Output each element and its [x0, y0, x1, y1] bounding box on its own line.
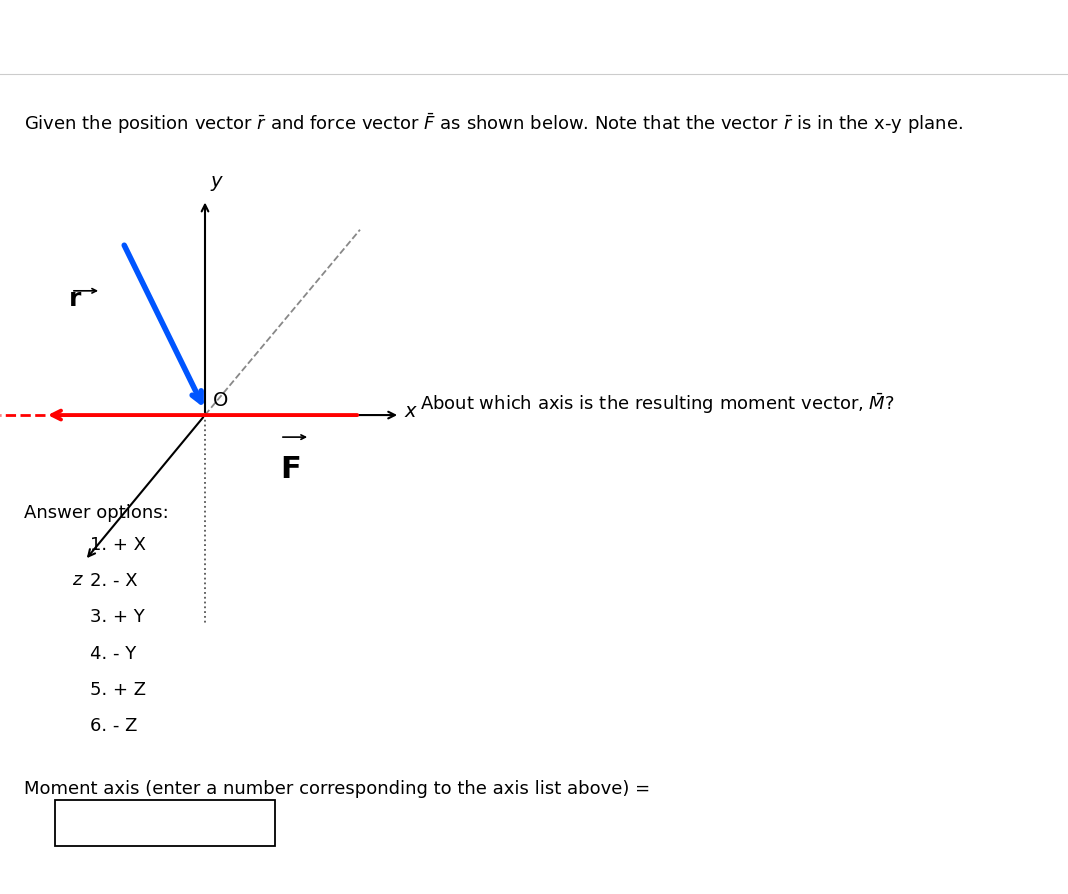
Text: Answer options:: Answer options: [23, 503, 169, 522]
Text: Given the position vector $\bar{r}$ and force vector $\bar{F}$ as shown below. N: Given the position vector $\bar{r}$ and … [23, 112, 963, 136]
Text: 5. + Z: 5. + Z [90, 679, 146, 698]
Text: Moment axis (enter a number corresponding to the axis list above) =: Moment axis (enter a number correspondin… [23, 779, 650, 797]
Text: $\mathbf{r}$: $\mathbf{r}$ [68, 286, 82, 310]
Text: 3. + Y: 3. + Y [90, 608, 145, 626]
Text: z: z [73, 570, 82, 589]
Text: #644. 2d moment - right hand rule: #644. 2d moment - right hand rule [23, 27, 366, 46]
Text: About which axis is the resulting moment vector, $\bar{M}$?: About which axis is the resulting moment… [420, 392, 895, 416]
Text: $\mathbf{F}$: $\mathbf{F}$ [280, 453, 300, 485]
Text: 6. - Z: 6. - Z [90, 716, 138, 734]
Text: x: x [405, 401, 417, 420]
Text: O: O [213, 391, 229, 409]
Text: y: y [210, 172, 221, 190]
FancyBboxPatch shape [54, 800, 274, 846]
Text: 1. + X: 1. + X [90, 536, 146, 553]
Text: 4. - Y: 4. - Y [90, 644, 137, 662]
Text: 2. - X: 2. - X [90, 572, 138, 590]
